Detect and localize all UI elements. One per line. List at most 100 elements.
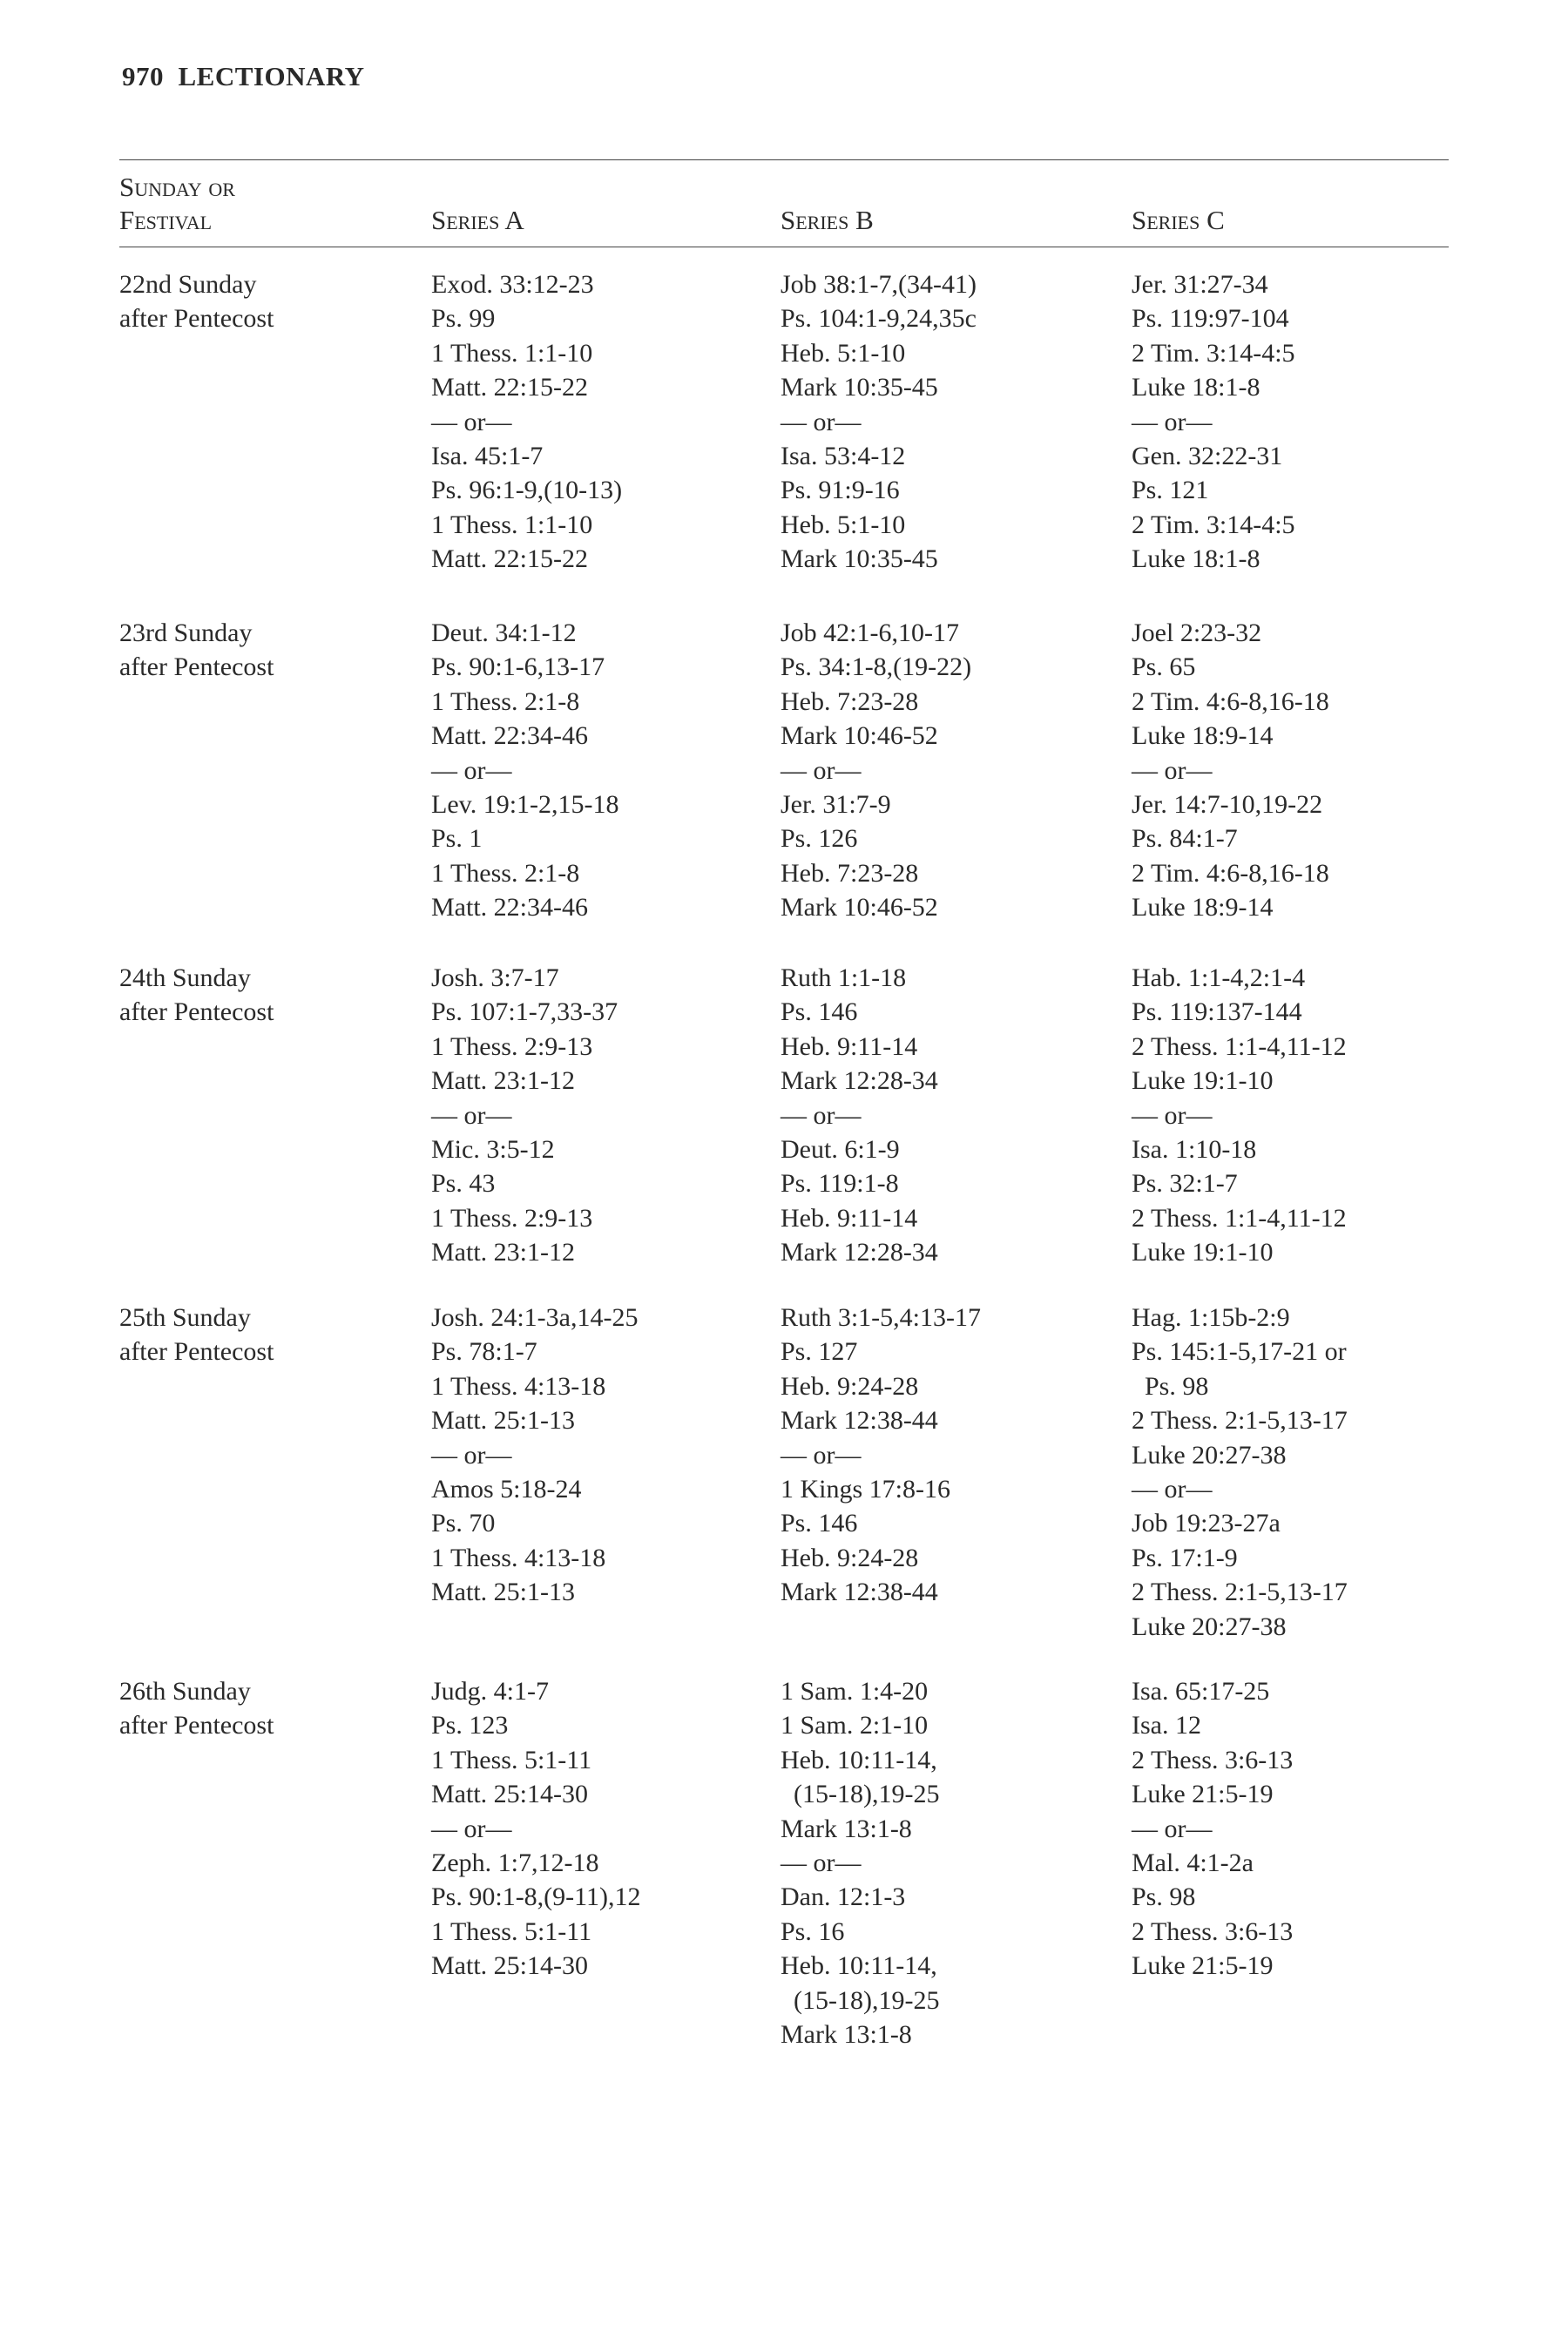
reading: 1 Thess. 5:1-11 [431, 1916, 592, 1946]
reading: 1 Thess. 1:1-10 [431, 338, 593, 368]
reading: Luke 18:9-14 [1132, 721, 1274, 751]
series-a-cell: Deut. 34:1-12 Ps. 90:1-6,13-17 1 Thess. 2:… [431, 616, 619, 925]
reading: Matt. 22:15-22 [431, 373, 588, 402]
reading: Luke 18:9-14 [1132, 893, 1274, 923]
series-c-cell: Hag. 1:15b-2:9 Ps. 145:1-5,17-21 or Ps. 9… [1132, 1301, 1348, 1644]
reading: 1 Thess. 4:13-18 [431, 1543, 606, 1572]
reading: Ps. 65 [1132, 652, 1196, 682]
reading: Isa. 45:1-7 [431, 441, 544, 470]
reading: Jer. 31:27-34 [1132, 270, 1268, 299]
header-festival-line2: Festival [119, 205, 213, 235]
reading: Mark 13:1-8 [781, 2019, 912, 2049]
festival-cell: 26th Sunday after Pentecost [119, 1674, 274, 1743]
reading: Judg. 4:1-7 [431, 1677, 549, 1706]
reading: Mark 12:38-44 [781, 1406, 938, 1436]
reading: Josh. 3:7-17 [431, 963, 559, 992]
festival-name-line: 25th Sunday [119, 1303, 251, 1332]
festival-name-line: after Pentecost [119, 997, 274, 1027]
reading: Ps. 98 [1132, 1882, 1196, 1912]
festival-name-line: 26th Sunday [119, 1677, 251, 1706]
festival-cell: 22nd Sunday after Pentecost [119, 267, 274, 336]
reading: Ps. 107:1-7,33-37 [431, 997, 618, 1027]
reading: Mark 12:28-34 [781, 1238, 938, 1267]
reading: Heb. 5:1-10 [781, 338, 906, 368]
running-head: 970 LECTIONARY [122, 61, 365, 92]
reading: — or— [431, 755, 512, 785]
reading: Ps. 84:1-7 [1132, 824, 1238, 854]
reading: Matt. 25:14-30 [431, 1780, 588, 1809]
reading: Ps. 104:1-9,24,35c [781, 304, 977, 334]
reading: Mal. 4:1-2a [1132, 1848, 1254, 1877]
reading: Ps. 96:1-9,(10-13) [431, 476, 623, 505]
reading: Heb. 9:24-28 [781, 1371, 919, 1401]
festival-name-line: after Pentecost [119, 1711, 274, 1740]
reading: Joel 2:23-32 [1132, 618, 1262, 647]
reading: 1 Thess. 5:1-11 [431, 1745, 592, 1774]
reading: — or— [1132, 1814, 1213, 1843]
reading: Jer. 31:7-9 [781, 789, 891, 819]
reading: Ps. 119:137-144 [1132, 997, 1302, 1027]
reading: 2 Tim. 3:14-4:5 [1132, 510, 1295, 539]
reading: Ps. 43 [431, 1169, 496, 1199]
festival-cell: 24th Sunday after Pentecost [119, 961, 274, 1030]
reading: Hag. 1:15b-2:9 [1132, 1303, 1290, 1332]
reading: Job 19:23-27a [1132, 1509, 1281, 1538]
reading: — or— [431, 1100, 512, 1130]
reading: — or— [781, 407, 862, 436]
reading: — or— [1132, 1474, 1213, 1504]
reading: Mark 10:35-45 [781, 544, 938, 574]
reading: Ps. 90:1-8,(9-11),12 [431, 1882, 641, 1912]
series-c-cell: Hab. 1:1-4,2:1-4 Ps. 119:137-144 2 Thess. … [1132, 961, 1347, 1270]
reading: Ps. 16 [781, 1916, 845, 1946]
reading: Luke 19:1-10 [1132, 1238, 1274, 1267]
reading: Ps. 99 [431, 304, 496, 334]
reading: Matt. 25:1-13 [431, 1578, 575, 1607]
reading: Ps. 90:1-6,13-17 [431, 652, 605, 682]
reading: Matt. 25:14-30 [431, 1951, 588, 1981]
reading: 1 Thess. 2:1-8 [431, 858, 580, 888]
series-c-cell: Joel 2:23-32 Ps. 65 2 Tim. 4:6-8,16-18 Luke… [1132, 616, 1329, 925]
reading: 1 Thess. 4:13-18 [431, 1371, 606, 1401]
reading: Deut. 34:1-12 [431, 618, 577, 647]
reading: Mark 12:38-44 [781, 1578, 938, 1607]
reading: Ps. 98 [1132, 1371, 1209, 1401]
reading: 1 Thess. 2:1-8 [431, 686, 580, 716]
reading: Ps. 91:9-16 [781, 476, 900, 505]
reading: Ps. 78:1-7 [431, 1337, 537, 1367]
reading: Matt. 22:34-46 [431, 721, 588, 751]
reading: 2 Thess. 2:1-5,13-17 [1132, 1406, 1348, 1436]
reading: 2 Tim. 3:14-4:5 [1132, 338, 1295, 368]
header-festival: Sunday or Festival [119, 171, 235, 237]
reading: Ps. 121 [1132, 476, 1209, 505]
page-number: 970 [122, 61, 164, 91]
reading: Mark 10:46-52 [781, 893, 938, 923]
reading: Mark 13:1-8 [781, 1814, 912, 1843]
reading: — or— [781, 755, 862, 785]
reading: Heb. 10:11-14, [781, 1951, 937, 1981]
header-festival-line1: Sunday or [119, 172, 235, 202]
reading: Luke 20:27-38 [1132, 1612, 1287, 1641]
festival-name-line: after Pentecost [119, 1337, 274, 1367]
series-a-cell: Josh. 3:7-17 Ps. 107:1-7,33-37 1 Thess. 2:… [431, 961, 618, 1270]
reading: Ps. 70 [431, 1509, 496, 1538]
reading: Deut. 6:1-9 [781, 1134, 900, 1164]
reading: Ps. 119:1-8 [781, 1169, 899, 1199]
festival-name-line: 24th Sunday [119, 963, 251, 992]
reading: — or— [781, 1440, 862, 1470]
reading: 1 Thess. 2:9-13 [431, 1203, 593, 1233]
reading: Mic. 3:5-12 [431, 1134, 555, 1164]
reading: 1 Thess. 1:1-10 [431, 510, 593, 539]
reading: Jer. 14:7-10,19-22 [1132, 789, 1323, 819]
reading: Ps. 145:1-5,17-21 or [1132, 1337, 1347, 1367]
reading: — or— [1132, 755, 1213, 785]
reading: Job 38:1-7,(34-41) [781, 270, 977, 299]
reading: Job 42:1-6,10-17 [781, 618, 959, 647]
festival-name-line: 22nd Sunday [119, 270, 257, 299]
reading: Zeph. 1:7,12-18 [431, 1848, 599, 1877]
reading: Isa. 1:10-18 [1132, 1134, 1257, 1164]
reading: Luke 21:5-19 [1132, 1951, 1274, 1981]
reading: Heb. 9:11-14 [781, 1203, 918, 1233]
reading: Lev. 19:1-2,15-18 [431, 789, 619, 819]
reading: Ps. 1 [431, 824, 483, 854]
reading: 1 Kings 17:8-16 [781, 1474, 950, 1504]
